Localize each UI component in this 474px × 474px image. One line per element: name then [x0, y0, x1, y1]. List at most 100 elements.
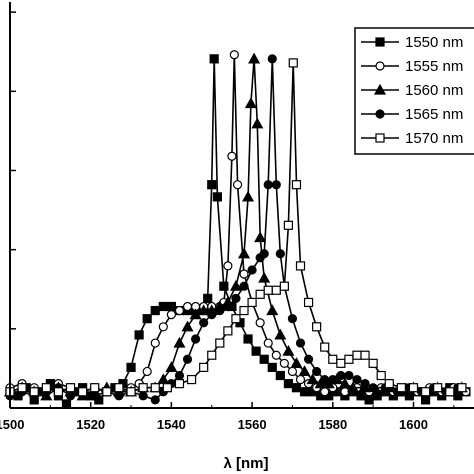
data-point: [243, 334, 253, 344]
data-point: [283, 220, 293, 230]
data-point: [17, 383, 27, 393]
data-point: [258, 271, 271, 283]
data-point: [203, 293, 213, 303]
data-point: [255, 289, 265, 299]
data-point: [166, 310, 176, 320]
data-point: [158, 322, 168, 332]
data-point: [207, 310, 217, 320]
data-point: [182, 301, 193, 312]
legend-label: 1560 nm: [405, 82, 463, 99]
data-point: [298, 365, 311, 377]
data-point: [138, 383, 148, 393]
data-point: [384, 379, 394, 389]
data-point: [65, 383, 76, 393]
data-point: [247, 265, 257, 275]
data-point: [242, 190, 255, 202]
legend-marker: [375, 37, 385, 47]
data-point: [207, 350, 217, 360]
data-point: [186, 374, 197, 385]
x-tick-label: 1540: [157, 417, 186, 432]
data-point: [352, 350, 362, 360]
x-axis-title: λ [nm]: [224, 455, 269, 472]
data-point: [360, 350, 370, 360]
data-point: [291, 383, 302, 393]
data-point: [336, 370, 346, 381]
data-point: [271, 180, 281, 190]
data-point: [274, 328, 287, 340]
data-point: [157, 373, 170, 385]
data-point: [215, 305, 225, 316]
data-point: [312, 366, 322, 377]
x-tick-label: 1520: [76, 417, 105, 432]
legend-marker: [375, 133, 385, 143]
data-point: [231, 314, 241, 324]
data-point: [138, 391, 148, 401]
data-point: [134, 330, 144, 340]
legend-label: 1570 nm: [405, 130, 463, 147]
data-point: [263, 180, 273, 190]
x-tick-label: 1560: [238, 417, 267, 432]
data-point: [328, 354, 338, 364]
data-point: [251, 117, 264, 129]
data-point: [368, 358, 378, 368]
data-point: [229, 279, 242, 291]
legend-entry: 1550 nm: [361, 34, 463, 51]
data-point: [166, 301, 176, 312]
data-point: [360, 379, 370, 389]
data-point: [150, 383, 160, 393]
data-point: [396, 383, 406, 393]
data-point: [181, 320, 194, 332]
data-point: [165, 361, 178, 372]
data-point: [259, 354, 269, 364]
data-point: [282, 344, 295, 356]
data-point: [267, 362, 277, 372]
data-point: [303, 297, 314, 308]
data-point: [433, 383, 443, 393]
data-point: [90, 391, 100, 401]
data-point: [299, 387, 310, 397]
data-point: [244, 97, 257, 109]
data-point: [275, 249, 285, 259]
data-point: [189, 308, 202, 320]
data-point: [114, 383, 124, 393]
data-point: [197, 304, 210, 316]
data-point: [227, 151, 237, 161]
data-point: [158, 301, 168, 312]
x-tick-label: 1580: [318, 417, 347, 432]
data-point: [251, 346, 261, 356]
data-point: [174, 305, 185, 316]
data-point: [29, 387, 39, 397]
data-point: [275, 370, 285, 381]
data-point: [209, 54, 219, 64]
legend-label: 1565 nm: [405, 106, 463, 123]
data-point: [232, 180, 243, 190]
data-point: [254, 231, 267, 243]
legend-box: [354, 27, 474, 155]
data-point: [142, 314, 152, 324]
data-point: [279, 358, 289, 368]
legend-entry: 1560 nm: [361, 82, 463, 99]
data-point: [352, 374, 362, 385]
data-point: [207, 180, 217, 190]
data-point: [312, 322, 322, 332]
data-point: [199, 362, 209, 372]
data-point: [173, 336, 186, 348]
series-5: [5, 58, 467, 397]
data-point: [231, 293, 241, 303]
data-point: [41, 383, 51, 393]
data-point: [266, 304, 279, 316]
data-point: [346, 381, 359, 393]
data-point: [279, 281, 289, 291]
data-point: [65, 391, 76, 401]
data-point: [344, 370, 354, 381]
data-point: [223, 301, 233, 312]
data-point: [247, 297, 257, 308]
data-point: [320, 387, 330, 397]
data-point: [229, 50, 239, 60]
data-point: [287, 366, 298, 377]
legend-entry: 1555 nm: [361, 58, 463, 75]
data-point: [338, 377, 351, 389]
data-point: [408, 383, 419, 393]
